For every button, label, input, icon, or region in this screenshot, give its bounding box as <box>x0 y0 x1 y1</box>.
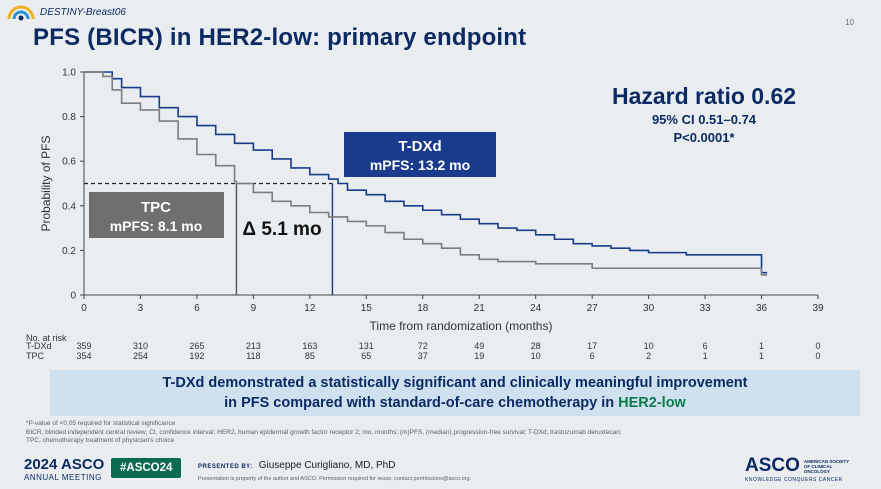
tdxd-median-box <box>344 132 496 177</box>
chart-axes: 0 3 6 9 12 15 18 21 24 27 30 33 36 3900.20.40.60.81.0… <box>39 68 824 334</box>
risk-row-label: TPC <box>26 351 45 361</box>
confidence-interval: 95% CI 0.51–0.74 <box>652 112 757 127</box>
meeting-label: ANNUAL MEETING <box>24 473 102 482</box>
risk-cell: 354 <box>76 351 91 361</box>
hashtag-badge: #ASCO24 <box>111 458 182 478</box>
footnote: BICR, blinded independent central review… <box>26 428 622 436</box>
conclusion-line-2-text: in PFS compared with standard-of-care ch… <box>224 395 619 411</box>
risk-cell: 131 <box>359 341 374 351</box>
y-tick-label: 0.4 <box>62 201 76 212</box>
presenter-name: Giuseppe Curigliano, MD, PhD <box>258 460 396 471</box>
x-tick-label: 3 <box>138 303 144 314</box>
risk-cell: 163 <box>302 341 317 351</box>
y-tick-label: 0.6 <box>62 157 76 168</box>
x-tick-label: 36 <box>756 303 768 314</box>
footnote: TPC, chemotherapy treatment of physician… <box>26 437 175 444</box>
destiny-logo-icon <box>7 5 35 21</box>
page-title: PFS (BICR) in HER2-low: primary endpoint <box>33 24 527 51</box>
asco-meeting-logo: 2024 ASCO ANNUAL MEETING <box>24 456 104 482</box>
asco-logo: ASCO AMERICAN SOCIETY OF CLINICAL ONCOLO… <box>745 455 854 483</box>
km-curve-tdxd <box>84 71 768 274</box>
risk-cell: 0 <box>815 351 820 361</box>
risk-cell: 1 <box>759 341 764 351</box>
y-tick-label: 0 <box>70 291 76 302</box>
x-tick-label: 18 <box>417 303 429 314</box>
km-curve-tpc <box>84 71 768 276</box>
x-tick-label: 30 <box>643 303 655 314</box>
presentation-note: Presentation is property of the author a… <box>198 476 472 482</box>
y-axis-label: Probability of PFS <box>39 135 53 231</box>
tpc-box-value: mPFS: 8.1 mo <box>110 218 203 234</box>
risk-cell: 1 <box>703 351 708 361</box>
x-tick-label: 6 <box>194 303 200 314</box>
risk-cell: 85 <box>305 351 315 361</box>
study-brand: DESTINY-Breast06 <box>6 3 126 21</box>
km-chart: 0 3 6 9 12 15 18 21 24 27 30 33 36 3900.20.40.60.81.0… <box>39 68 824 334</box>
risk-cell: 0 <box>815 341 820 351</box>
risk-cell: 65 <box>361 351 371 361</box>
risk-cell: 37 <box>418 351 428 361</box>
presented-by-label: PRESENTED BY: <box>198 464 253 470</box>
risk-cell: 19 <box>474 351 484 361</box>
risk-cell: 2 <box>646 351 651 361</box>
risk-row-label: T-DXd <box>26 341 52 351</box>
footnote: *P-value of <0.05 required for statistic… <box>26 420 176 427</box>
x-tick-label: 27 <box>587 303 599 314</box>
risk-cell: 310 <box>133 341 148 351</box>
median-reference-lines <box>84 182 334 295</box>
risk-cell: 49 <box>474 341 484 351</box>
conclusion-line-2: in PFS compared with standard-of-care ch… <box>224 393 686 413</box>
x-tick-label: 0 <box>81 303 87 314</box>
slide-number: 10 <box>845 18 854 27</box>
hazard-ratio: Hazard ratio 0.62 <box>612 83 796 109</box>
risk-cell: 17 <box>587 341 597 351</box>
risk-table-title: No. at risk <box>26 333 67 343</box>
risk-cell: 1 <box>759 351 764 361</box>
km-curves <box>84 71 768 276</box>
risk-cell: 28 <box>531 341 541 351</box>
y-tick-label: 1.0 <box>62 68 76 79</box>
x-tick-label: 39 <box>812 303 824 314</box>
x-tick-label: 12 <box>304 303 316 314</box>
conclusion-highlight: HER2-low <box>618 395 686 411</box>
tdxd-box-title: T-DXd <box>398 138 441 155</box>
tpc-median-box <box>89 192 224 238</box>
footnotes: *P-value of <0.05 required for statistic… <box>26 420 622 446</box>
risk-cell: 6 <box>590 351 595 361</box>
meeting-year: 2024 ASCO <box>24 456 105 473</box>
risk-cell: 10 <box>531 351 541 361</box>
risk-cell: 265 <box>189 341 204 351</box>
risk-cell: 213 <box>246 341 261 351</box>
risk-cell: 10 <box>644 341 654 351</box>
x-tick-label: 24 <box>530 303 542 314</box>
study-name: DESTINY-Breast06 <box>40 6 126 18</box>
risk-cell: 359 <box>76 341 91 351</box>
risk-cell: 118 <box>246 351 260 361</box>
risk-cell: 72 <box>418 341 428 351</box>
x-tick-label: 9 <box>251 303 257 314</box>
conclusion-line-1: T-DXd demonstrated a statistically signi… <box>162 375 748 391</box>
risk-cell: 6 <box>703 341 708 351</box>
asco-wordmark: ASCO AMERICAN SOCIETY OF CLINICAL ONCOLO… <box>745 455 854 477</box>
x-tick-label: 15 <box>361 303 373 314</box>
x-axis-label: Time from randomization (months) <box>370 319 553 333</box>
y-tick-label: 0.2 <box>62 246 76 257</box>
presenter-line: PRESENTED BY: Giuseppe Curigliano, MD, Ph… <box>198 460 395 471</box>
y-tick-label: 0.8 <box>62 112 76 123</box>
delta-label: Δ 5.1 mo <box>242 219 321 240</box>
x-tick-label: 21 <box>474 303 486 314</box>
p-value: P<0.0001* <box>673 130 735 145</box>
median-annotations: T-DXd mPFS: 13.2 mo TPC mPFS: 8.1 mo Δ 5.1 m… <box>89 132 496 240</box>
asco-fullname: AMERICAN SOCIETY OF CLINICAL ONCOLOGY <box>803 458 850 474</box>
asco-tagline: KNOWLEDGE CONQUERS CANCER <box>745 477 843 483</box>
tpc-box-title: TPC <box>141 199 171 216</box>
tdxd-box-value: mPFS: 13.2 mo <box>370 157 470 173</box>
conclusion-banner: T-DXd demonstrated a statistically signi… <box>50 370 860 416</box>
x-tick-label: 33 <box>700 303 712 314</box>
asco-word: ASCO <box>745 455 800 476</box>
risk-cell: 192 <box>189 351 204 361</box>
risk-cell: 254 <box>133 351 148 361</box>
